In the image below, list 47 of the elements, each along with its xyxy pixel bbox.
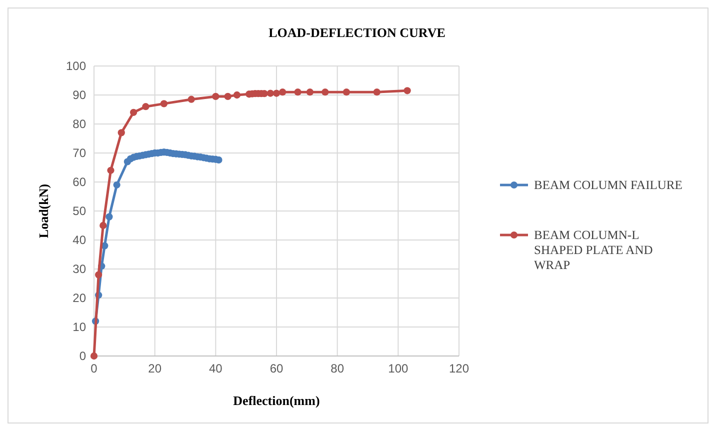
point — [404, 87, 411, 94]
x-tick-label: 120 — [448, 362, 470, 376]
point — [130, 108, 138, 116]
point — [272, 90, 280, 97]
point — [212, 92, 220, 100]
x-tick-label: 100 — [388, 362, 408, 376]
point — [106, 213, 113, 220]
point — [94, 271, 102, 278]
point — [118, 129, 125, 136]
point — [322, 88, 329, 96]
y-tick-label: 30 — [72, 262, 86, 276]
legend-label: BEAM COLUMN-L SHAPED PLATE AND WRAP — [534, 228, 653, 272]
point — [279, 88, 286, 96]
chart-title: LOAD-DEFLECTION CURVE — [268, 25, 446, 40]
y-axis-title: Load(kN) — [36, 184, 51, 238]
y-tick-label: 0 — [79, 348, 86, 363]
y-tick-label: 90 — [72, 88, 86, 102]
y-tick-label: 80 — [72, 116, 86, 131]
point — [266, 90, 274, 97]
y-tick-label: 40 — [72, 232, 86, 247]
point — [306, 88, 314, 96]
point — [100, 222, 107, 230]
point — [160, 100, 168, 108]
point — [233, 91, 241, 99]
y-tick-label: 20 — [72, 290, 86, 305]
legend-label: BEAM COLUMN FAILURE — [534, 178, 683, 192]
point — [142, 103, 150, 110]
y-tick-label: 10 — [72, 320, 86, 334]
x-tick-label: 60 — [270, 362, 284, 376]
x-axis-title: Deflection(mm) — [233, 393, 320, 408]
x-tick-label: 40 — [208, 362, 223, 376]
point — [224, 92, 232, 100]
point — [342, 88, 350, 96]
y-tick-label: 100 — [66, 58, 86, 73]
x-tick-label: 20 — [148, 362, 162, 376]
point — [107, 166, 114, 174]
point — [188, 96, 195, 103]
point — [215, 156, 222, 164]
point — [373, 88, 380, 96]
y-tick-label: 70 — [72, 146, 86, 160]
point — [90, 352, 98, 360]
x-tick-label: 80 — [330, 362, 344, 376]
y-tick-label: 60 — [72, 174, 86, 189]
point — [294, 88, 302, 96]
x-tick-label: 0 — [90, 362, 98, 376]
y-tick-label: 50 — [72, 204, 86, 218]
point — [113, 181, 120, 188]
